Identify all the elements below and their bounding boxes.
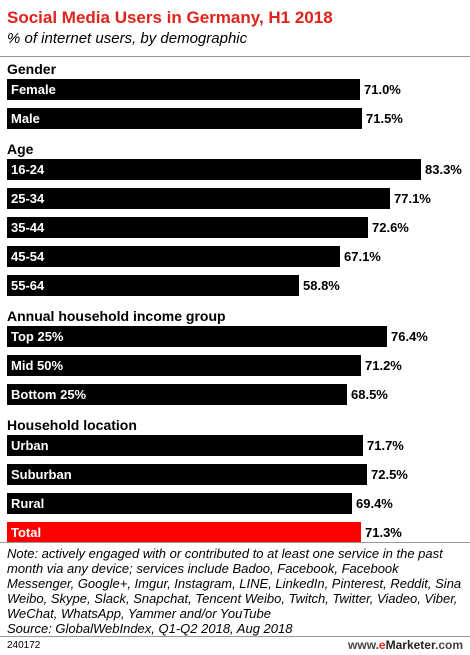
bottom-divider [0, 542, 470, 543]
bar-chart: Gender Female 71.0% Male 71.5% Age 16-24 83.3% 2… [7, 61, 462, 543]
bar-value: 71.5% [366, 111, 403, 126]
chart-subtitle: % of internet users, by demographic [7, 30, 248, 47]
bar-value: 69.4% [356, 496, 393, 511]
note-text: Note: actively engaged with or contribut… [7, 546, 462, 621]
bar-label: Female [11, 82, 56, 97]
bar-value: 83.3% [425, 162, 462, 177]
bar-label: 55-64 [11, 278, 45, 293]
bar-value: 71.7% [367, 438, 404, 453]
chart-id: 240172 [7, 640, 41, 651]
emarketer-logo[interactable]: www.eMarketer.com [348, 638, 463, 652]
bar [7, 275, 299, 296]
bar [7, 217, 368, 238]
bar [7, 108, 362, 129]
bar-label: Top 25% [11, 329, 64, 344]
brand-e: e [378, 638, 386, 652]
bar-value: 72.5% [371, 467, 408, 482]
bar-value: 68.5% [351, 387, 388, 402]
chart-title: Social Media Users in Germany, H1 2018 [7, 8, 333, 27]
bar-label: Bottom 25% [11, 387, 87, 402]
bar [7, 188, 390, 209]
brand-suffix: .com [434, 638, 463, 652]
group-label: Household location [7, 417, 137, 433]
bar [7, 159, 421, 180]
chart-note: Note: actively engaged with or contribut… [7, 546, 463, 636]
top-divider [0, 56, 470, 57]
bar-value: 67.1% [344, 249, 381, 264]
group-label: Annual household income group [7, 308, 226, 324]
bar-label: 25-34 [11, 191, 45, 206]
bar-label: Total [11, 525, 42, 540]
brand-prefix: www. [348, 638, 379, 652]
bar-label: Suburban [11, 467, 72, 482]
bar [7, 435, 363, 456]
bar-value: 71.3% [365, 525, 402, 540]
footer-divider [0, 636, 470, 637]
source-text: Source: GlobalWebIndex, Q1-Q2 2018, Aug … [7, 621, 293, 636]
bar-value: 76.4% [391, 329, 428, 344]
bar-value: 58.8% [303, 278, 340, 293]
bar [7, 493, 352, 514]
bar-label: Male [11, 111, 40, 126]
bar [7, 464, 367, 485]
bar-label: Urban [11, 438, 49, 453]
bar [7, 326, 387, 347]
group-label: Gender [7, 61, 57, 77]
bar [7, 355, 361, 376]
bar-value: 71.0% [364, 82, 401, 97]
bar-value: 71.2% [365, 358, 402, 373]
bar-label: 45-54 [11, 249, 45, 264]
brand-name: Marketer [385, 638, 435, 652]
bar-label: Rural [11, 496, 45, 511]
bar-value: 72.6% [372, 220, 409, 235]
bar-label: 35-44 [11, 220, 45, 235]
group-label: Age [7, 141, 34, 157]
bar-label: Mid 50% [11, 358, 64, 373]
bar-label: 16-24 [11, 162, 45, 177]
bar [7, 384, 347, 405]
bar [7, 522, 361, 543]
bar [7, 246, 340, 267]
bar-value: 77.1% [394, 191, 431, 206]
bar [7, 79, 360, 100]
